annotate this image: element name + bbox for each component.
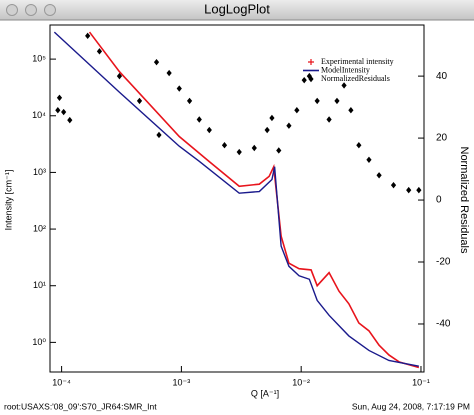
residual-point bbox=[236, 148, 242, 156]
residual-point bbox=[116, 72, 123, 80]
plot-area bbox=[53, 31, 422, 369]
minimize-button[interactable] bbox=[25, 4, 37, 16]
residual-point bbox=[251, 144, 257, 152]
residual-point bbox=[96, 48, 103, 55]
residual-point bbox=[176, 85, 182, 92]
title-bar bbox=[0, 0, 474, 20]
residual-point bbox=[264, 126, 270, 134]
x-tick-label: 10⁻³ bbox=[173, 377, 191, 387]
residual-point bbox=[356, 142, 362, 149]
x-tick-label: 10⁻¹ bbox=[412, 377, 430, 387]
residual-point bbox=[294, 107, 300, 114]
y2-tick-label: 0 bbox=[436, 195, 442, 206]
window-title: LogLogPlot bbox=[204, 1, 270, 16]
residual-point bbox=[186, 97, 193, 105]
footer-left: root:USAXS:'08_09':S70_JR64:SMR_Int bbox=[4, 401, 157, 411]
residual-point bbox=[276, 147, 282, 154]
series-line bbox=[88, 31, 420, 369]
residual-point bbox=[286, 122, 292, 129]
y2-tick-label: 40 bbox=[436, 71, 448, 82]
x-axis-label: Q [A⁻¹] bbox=[251, 388, 279, 398]
legend-label: NormalizedResiduals bbox=[321, 74, 390, 83]
y-tick-label: 10⁰ bbox=[32, 337, 46, 347]
close-button[interactable] bbox=[6, 4, 18, 16]
residual-point bbox=[196, 116, 202, 123]
residual-point bbox=[390, 181, 397, 189]
series-line bbox=[53, 31, 419, 367]
residual-point bbox=[61, 108, 67, 116]
residual-point bbox=[85, 32, 91, 40]
residual-point bbox=[156, 131, 162, 139]
residual-point bbox=[221, 142, 228, 149]
residual-point bbox=[67, 116, 73, 124]
y2-tick-label: -40 bbox=[436, 319, 451, 330]
residual-point bbox=[136, 97, 143, 105]
legend-symbol bbox=[308, 59, 314, 65]
residual-point bbox=[334, 97, 340, 105]
residual-point bbox=[366, 156, 372, 163]
residual-point bbox=[314, 97, 320, 105]
y-tick-label: 10⁴ bbox=[32, 110, 46, 120]
residual-point bbox=[206, 126, 212, 134]
y-axis-label: Intensity [cm⁻¹] bbox=[3, 170, 13, 231]
zoom-button[interactable] bbox=[44, 4, 56, 16]
x-tick-label: 10⁻⁴ bbox=[52, 377, 71, 387]
residual-point bbox=[55, 107, 61, 114]
residual-point bbox=[376, 172, 382, 179]
residual-point bbox=[416, 186, 422, 194]
y-tick-label: 10³ bbox=[33, 167, 46, 177]
y-tick-label: 10¹ bbox=[33, 280, 46, 290]
legend-label: Experimental intensity bbox=[321, 57, 394, 66]
y-tick-label: 10⁵ bbox=[32, 53, 46, 63]
residual-point bbox=[326, 116, 332, 123]
residual-point bbox=[301, 76, 307, 84]
y2-tick-label: -20 bbox=[436, 257, 451, 268]
residual-point bbox=[348, 107, 354, 114]
y2-axis-label: Normalized Residuals bbox=[458, 147, 470, 254]
y-tick-label: 10² bbox=[33, 223, 46, 233]
legend-label: ModelIntensity bbox=[321, 65, 370, 74]
residual-point bbox=[166, 69, 172, 77]
residual-point bbox=[406, 186, 412, 194]
residual-point bbox=[56, 94, 63, 102]
legend-symbol bbox=[308, 75, 314, 83]
residual-point bbox=[341, 82, 347, 89]
y2-tick-label: 20 bbox=[436, 133, 448, 144]
plot-frame bbox=[49, 24, 425, 373]
footer-right: Sun, Aug 24, 2008, 7:17:19 PM bbox=[352, 401, 470, 411]
residual-point bbox=[153, 58, 160, 66]
residual-point bbox=[269, 114, 275, 122]
x-tick-label: 10⁻² bbox=[292, 377, 310, 387]
